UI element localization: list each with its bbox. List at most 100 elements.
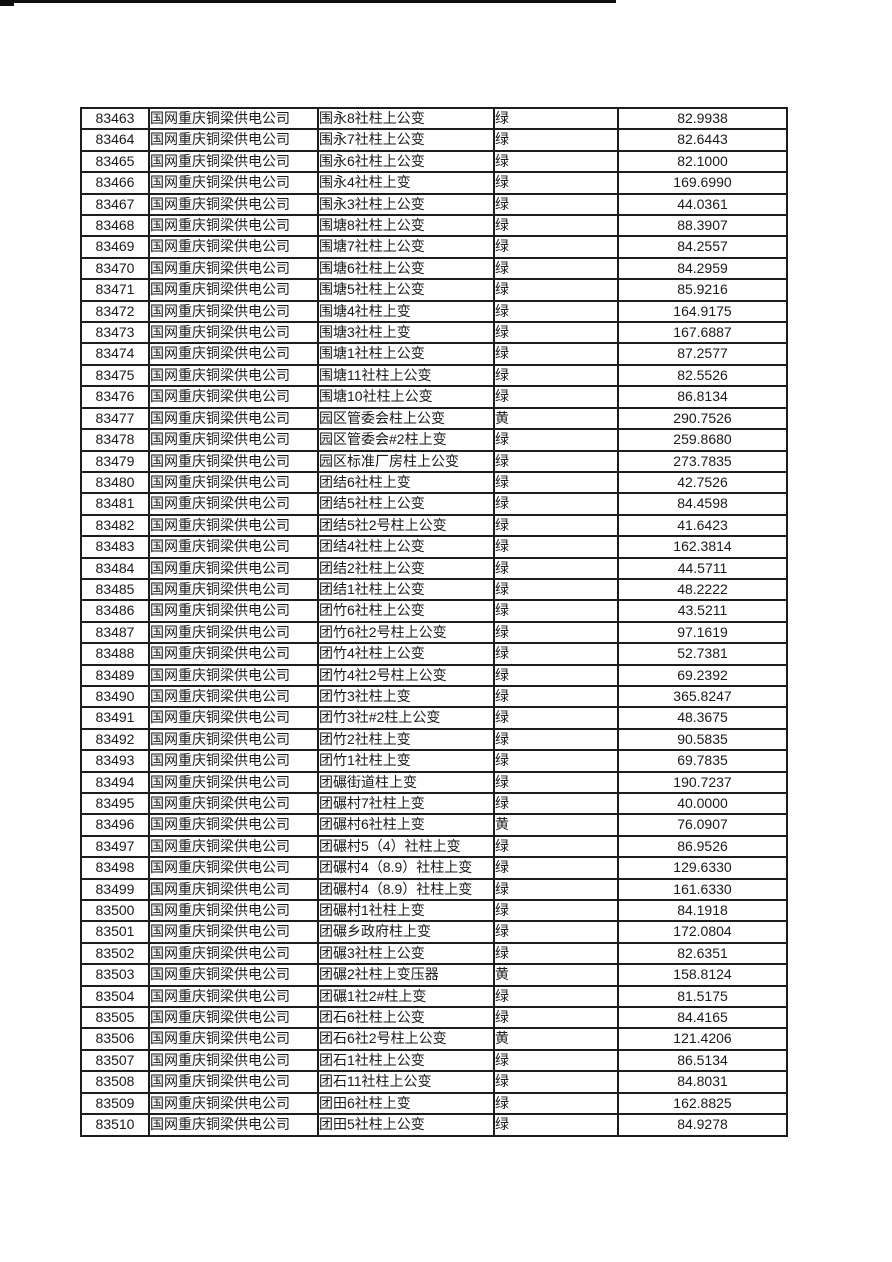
cell-value: 172.0804 (617, 920, 788, 944)
cell-status: 绿 (493, 599, 619, 623)
cell-status: 绿 (493, 984, 619, 1009)
cell-device: 围塘1社柱上公变 (317, 342, 495, 366)
cell-status: 绿 (493, 920, 619, 944)
cell-status: 绿 (493, 321, 619, 345)
cell-serial: 83468 (80, 214, 150, 238)
cell-serial: 83465 (80, 149, 150, 174)
table-row: 83489 国网重庆铜梁供电公司 团竹4社2号柱上公变绿 69.2392 (80, 663, 788, 687)
cell-value: 84.8031 (617, 1070, 788, 1094)
cell-serial: 83496 (80, 813, 150, 837)
cell-value: 42.7526 (617, 470, 788, 495)
cell-value: 48.3675 (617, 706, 788, 730)
cell-serial: 83478 (80, 428, 150, 452)
cell-company: 国网重庆铜梁供电公司 (148, 941, 319, 966)
table-row: 83490 国网重庆铜梁供电公司 团竹3社柱上变绿 365.8247 (80, 684, 788, 709)
cell-company: 国网重庆铜梁供电公司 (148, 706, 319, 730)
table-row: 83488 国网重庆铜梁供电公司 团竹4社柱上公变绿 52.7381 (80, 642, 788, 666)
cell-serial: 83501 (80, 920, 150, 944)
table-row: 83468 国网重庆铜梁供电公司 围塘8社柱上公变绿 88.3907 (80, 214, 788, 238)
cell-serial: 83470 (80, 256, 150, 281)
cell-serial: 83464 (80, 128, 150, 152)
cell-value: 162.8825 (617, 1091, 788, 1116)
cell-status: 绿 (493, 299, 619, 324)
cell-serial: 83504 (80, 984, 150, 1009)
cell-serial: 83490 (80, 684, 150, 709)
table-row: 83479 国网重庆铜梁供电公司 园区标准厂房柱上公变绿 273.7835 (80, 449, 788, 473)
table-row: 83498 国网重庆铜梁供电公司 团碾村4（8.9）社柱上变绿 129.6330 (80, 856, 788, 880)
cell-status: 绿 (493, 128, 619, 152)
table-row: 83509 国网重庆铜梁供电公司 团田6社柱上变绿 162.8825 (80, 1091, 788, 1116)
cell-status: 绿 (493, 684, 619, 709)
cell-status: 黄 (493, 813, 619, 837)
cell-value: 259.8680 (617, 428, 788, 452)
cell-value: 81.5175 (617, 984, 788, 1009)
cell-company: 国网重庆铜梁供电公司 (148, 256, 319, 281)
cell-device: 围永4社柱上变 (317, 171, 495, 195)
cell-device: 园区管委会柱上公变 (317, 406, 495, 431)
cell-company: 国网重庆铜梁供电公司 (148, 620, 319, 645)
table-row: 83500 国网重庆铜梁供电公司 团碾村1社柱上变绿 84.1918 (80, 899, 788, 923)
cell-company: 国网重庆铜梁供电公司 (148, 642, 319, 666)
table-row: 83497 国网重庆铜梁供电公司 团碾村5（4）社柱上变绿 86.9526 (80, 834, 788, 859)
cell-value: 190.7237 (617, 770, 788, 795)
cell-serial: 83480 (80, 470, 150, 495)
cell-status: 绿 (493, 1091, 619, 1116)
table-row: 83495 国网重庆铜梁供电公司 团碾村7社柱上变绿 40.0000 (80, 791, 788, 816)
cell-serial: 83479 (80, 449, 150, 473)
cell-status: 绿 (493, 492, 619, 516)
cell-device: 团碾2社柱上变压器 (317, 963, 495, 987)
cell-value: 161.6330 (617, 877, 788, 902)
cell-value: 86.8134 (617, 385, 788, 409)
cell-status: 绿 (493, 1006, 619, 1030)
cell-company: 国网重庆铜梁供电公司 (148, 1048, 319, 1073)
cell-device: 团石11社柱上公变 (317, 1070, 495, 1094)
cell-device: 团碾1社2#柱上变 (317, 984, 495, 1009)
table-row: 83472 国网重庆铜梁供电公司 围塘4社柱上变绿 164.9175 (80, 299, 788, 324)
cell-device: 团田6社柱上变 (317, 1091, 495, 1116)
cell-status: 绿 (493, 727, 619, 752)
cell-value: 84.4598 (617, 492, 788, 516)
cell-status: 绿 (493, 577, 619, 602)
table-row: 83493 国网重庆铜梁供电公司 团竹1社柱上变绿 69.7835 (80, 749, 788, 773)
cell-value: 290.7526 (617, 406, 788, 431)
cell-device: 团碾村4（8.9）社柱上变 (317, 877, 495, 902)
cell-company: 国网重庆铜梁供电公司 (148, 235, 319, 259)
cell-value: 76.0907 (617, 813, 788, 837)
cell-company: 国网重庆铜梁供电公司 (148, 599, 319, 623)
table-row: 83508 国网重庆铜梁供电公司 团石11社柱上公变绿 84.8031 (80, 1070, 788, 1094)
cell-serial: 83497 (80, 834, 150, 859)
cell-company: 国网重庆铜梁供电公司 (148, 556, 319, 580)
cell-status: 黄 (493, 1027, 619, 1051)
cell-device: 团竹6社2号柱上公变 (317, 620, 495, 645)
table-row: 83474 国网重庆铜梁供电公司 围塘1社柱上公变绿 87.2577 (80, 342, 788, 366)
cell-value: 164.9175 (617, 299, 788, 324)
cell-company: 国网重庆铜梁供电公司 (148, 856, 319, 880)
cell-device: 团竹2社柱上变 (317, 727, 495, 752)
cell-status: 绿 (493, 535, 619, 559)
cell-value: 43.5211 (617, 599, 788, 623)
cell-value: 97.1619 (617, 620, 788, 645)
cell-value: 48.2222 (617, 577, 788, 602)
cell-value: 69.2392 (617, 663, 788, 687)
transformer-load-table: 83463 国网重庆铜梁供电公司 围永8社柱上公变绿 82.9938 83464 国网重庆… (80, 106, 788, 1137)
table-row: 83487 国网重庆铜梁供电公司 团竹6社2号柱上公变绿 97.1619 (80, 620, 788, 645)
cell-value: 86.9526 (617, 834, 788, 859)
table-row: 83492 国网重庆铜梁供电公司 团竹2社柱上变绿 90.5835 (80, 727, 788, 752)
cell-serial: 83474 (80, 342, 150, 366)
cell-status: 绿 (493, 877, 619, 902)
cell-serial: 83486 (80, 599, 150, 623)
cell-serial: 83502 (80, 941, 150, 966)
table-row: 83505 国网重庆铜梁供电公司 团石6社柱上公变绿 84.4165 (80, 1006, 788, 1030)
cell-value: 84.1918 (617, 899, 788, 923)
cell-value: 82.1000 (617, 149, 788, 174)
cell-device: 团竹3社#2柱上公变 (317, 706, 495, 730)
cell-value: 121.4206 (617, 1027, 788, 1051)
cell-serial: 83483 (80, 535, 150, 559)
table-row: 83464 国网重庆铜梁供电公司 围永7社柱上公变绿 82.6443 (80, 128, 788, 152)
cell-status: 绿 (493, 235, 619, 259)
cell-company: 国网重庆铜梁供电公司 (148, 920, 319, 944)
cell-status: 黄 (493, 406, 619, 431)
cell-serial: 83485 (80, 577, 150, 602)
cell-value: 52.7381 (617, 642, 788, 666)
table-row: 83469 国网重庆铜梁供电公司 围塘7社柱上公变绿 84.2557 (80, 235, 788, 259)
